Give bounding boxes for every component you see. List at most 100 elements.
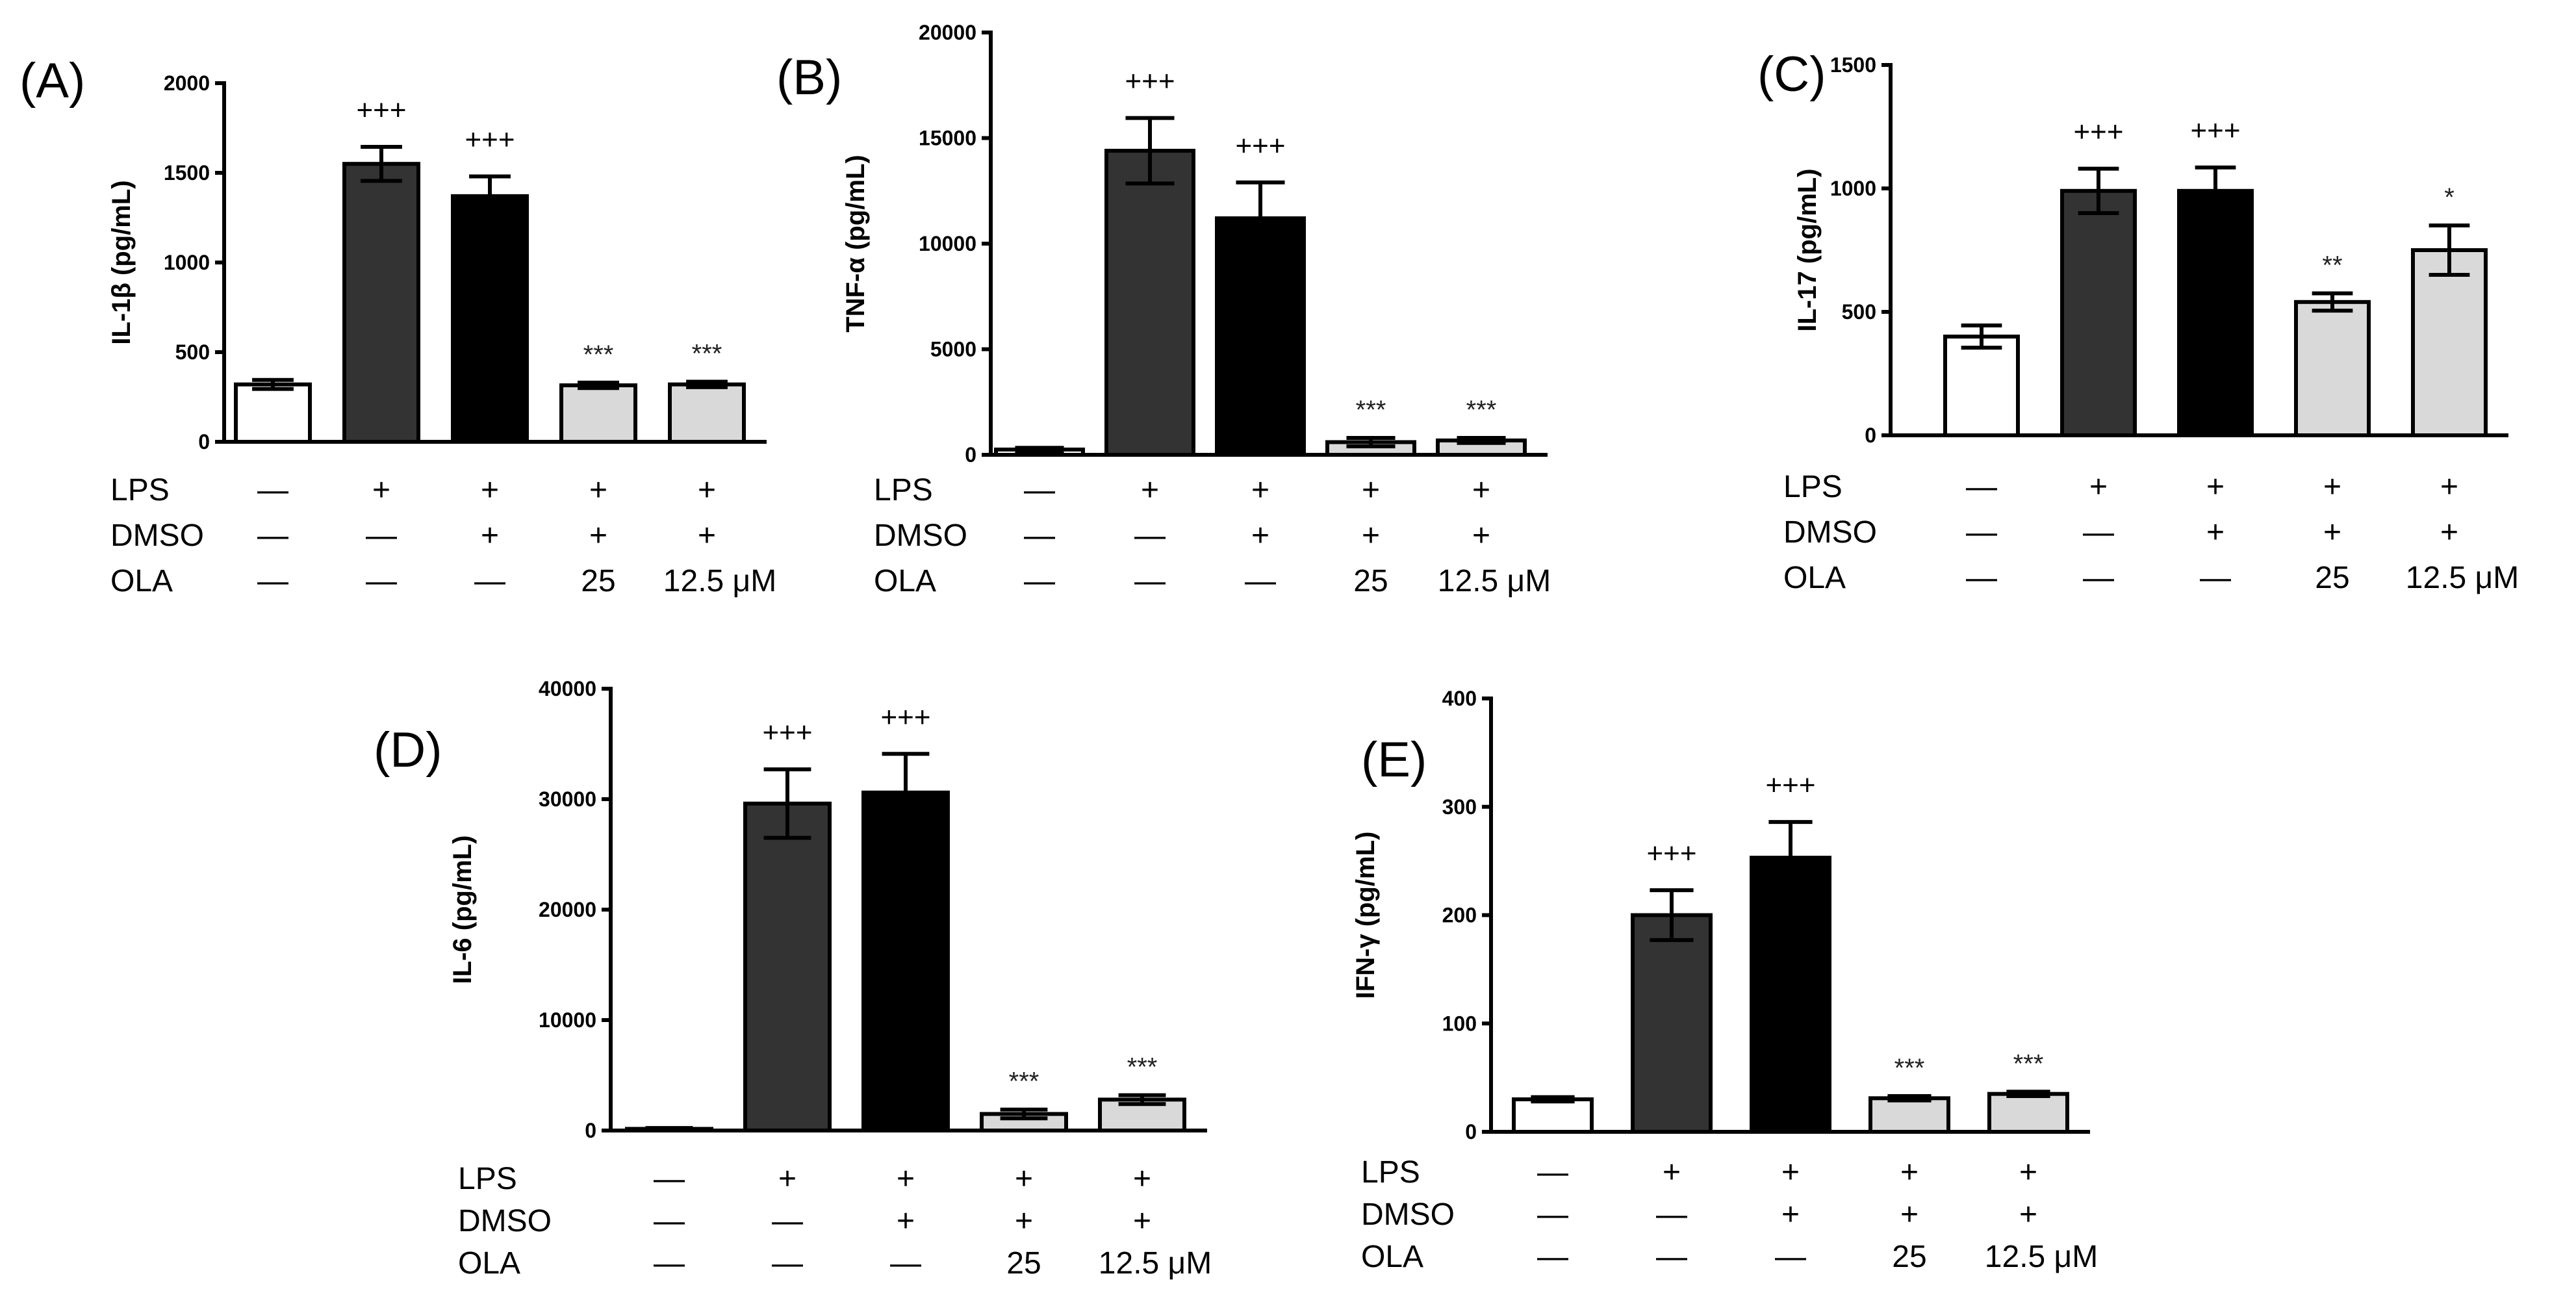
y-tick-label: 30000 — [539, 787, 596, 811]
significance-label: +++ — [1646, 837, 1696, 869]
condition-value: + — [1251, 518, 1269, 553]
significance-label: +++ — [465, 124, 515, 156]
y-tick-label: 20000 — [919, 21, 976, 44]
bar — [2177, 188, 2254, 437]
condition-value: + — [589, 518, 607, 553]
y-tick-label: 20000 — [539, 898, 596, 921]
condition-value: + — [1015, 1162, 1033, 1196]
condition-value: + — [1781, 1155, 1800, 1190]
condition-value: — — [654, 1246, 685, 1281]
bar — [234, 382, 312, 444]
significance-label: +++ — [880, 701, 930, 733]
bar — [1215, 216, 1306, 457]
condition-row-label: DMSO — [1783, 515, 1877, 550]
condition-value: — — [1024, 473, 1055, 507]
condition-value: 12.5 μM — [1985, 1240, 2098, 1274]
significance-label: *** — [1894, 1054, 1925, 1082]
condition-value: + — [481, 518, 499, 553]
condition-value: 25 — [1006, 1246, 1041, 1281]
condition-row-label: DMSO — [458, 1204, 552, 1238]
bar — [342, 162, 420, 444]
significance-label: *** — [1127, 1053, 1158, 1082]
significance-label: *** — [1466, 396, 1497, 424]
bar — [1631, 913, 1713, 1134]
condition-value: + — [698, 518, 716, 553]
condition-row-label: LPS — [110, 473, 170, 507]
condition-value: — — [1134, 518, 1166, 553]
significance-label: +++ — [762, 717, 812, 748]
bar — [1868, 1096, 1950, 1134]
y-tick-label: 15000 — [919, 127, 976, 150]
y-tick-label: 10000 — [539, 1008, 596, 1032]
y-tick-label: 0 — [1865, 424, 1876, 447]
condition-value: — — [2200, 561, 2231, 595]
bar — [559, 383, 637, 444]
condition-value: — — [2083, 561, 2114, 595]
condition-value: — — [654, 1162, 685, 1196]
y-tick-label: 0 — [585, 1119, 596, 1142]
condition-value: 12.5 μM — [2406, 561, 2519, 595]
condition-value: + — [1141, 473, 1159, 507]
condition-value: + — [2206, 515, 2225, 550]
bar — [861, 790, 950, 1133]
condition-value: + — [2019, 1155, 2037, 1190]
y-tick-label: 400 — [1442, 687, 1477, 710]
significance-label: *** — [583, 340, 614, 369]
condition-value: — — [1966, 470, 1997, 504]
condition-value: 25 — [2315, 561, 2349, 595]
condition-value: 12.5 μM — [663, 564, 776, 598]
condition-row-label: DMSO — [1361, 1197, 1455, 1232]
condition-value: — — [1656, 1197, 1687, 1232]
condition-value: — — [366, 564, 397, 598]
condition-value: 25 — [1892, 1240, 1926, 1274]
condition-value: + — [1900, 1155, 1919, 1190]
condition-value: + — [1015, 1204, 1033, 1238]
condition-value: + — [2440, 515, 2458, 550]
y-tick-label: 300 — [1442, 795, 1477, 819]
y-tick-label: 1500 — [1830, 53, 1876, 77]
condition-row-label: LPS — [1783, 470, 1843, 504]
y-tick-label: 1500 — [164, 161, 210, 185]
condition-value: — — [1537, 1197, 1568, 1232]
condition-value: + — [2323, 470, 2341, 504]
condition-value: — — [257, 518, 288, 553]
panel-label: (A) — [19, 53, 85, 109]
condition-value: — — [1024, 564, 1055, 598]
bar — [668, 382, 746, 444]
condition-value: + — [1781, 1197, 1800, 1232]
condition-value: + — [2019, 1197, 2037, 1232]
condition-row-label: OLA — [1783, 561, 1846, 595]
condition-value: — — [257, 564, 288, 598]
y-axis-label: TNF-α (pg/mL) — [841, 155, 870, 332]
condition-value: + — [1663, 1155, 1681, 1190]
significance-label: *** — [1356, 396, 1386, 424]
bar — [743, 801, 832, 1133]
condition-row-label: OLA — [1361, 1240, 1423, 1274]
y-axis-label: IL-6 (pg/mL) — [448, 836, 477, 984]
condition-row-label: OLA — [110, 564, 173, 598]
condition-value: + — [2440, 470, 2458, 504]
y-tick-label: 1000 — [1830, 177, 1876, 200]
condition-value: + — [2206, 470, 2225, 504]
condition-value: + — [897, 1204, 915, 1238]
y-tick-label: 5000 — [930, 338, 976, 361]
significance-label: *** — [2013, 1049, 2044, 1078]
condition-value: + — [897, 1162, 915, 1196]
significance-label: +++ — [2190, 115, 2240, 147]
y-tick-label: 10000 — [919, 232, 976, 255]
significance-label: *** — [692, 340, 722, 368]
condition-value: + — [1133, 1162, 1151, 1196]
condition-row-label: LPS — [458, 1162, 517, 1196]
condition-row-label: OLA — [874, 564, 936, 598]
y-tick-label: 500 — [1842, 300, 1876, 324]
condition-row-label: DMSO — [110, 518, 204, 553]
condition-value: + — [1251, 473, 1269, 507]
y-axis-label: IFN-γ (pg/mL) — [1351, 832, 1380, 999]
condition-value: — — [1656, 1240, 1687, 1274]
panel-label: (B) — [776, 50, 842, 105]
y-tick-label: 100 — [1442, 1012, 1477, 1035]
condition-value: — — [1024, 518, 1055, 553]
condition-value: — — [1966, 515, 1997, 550]
bar — [1750, 856, 1831, 1134]
